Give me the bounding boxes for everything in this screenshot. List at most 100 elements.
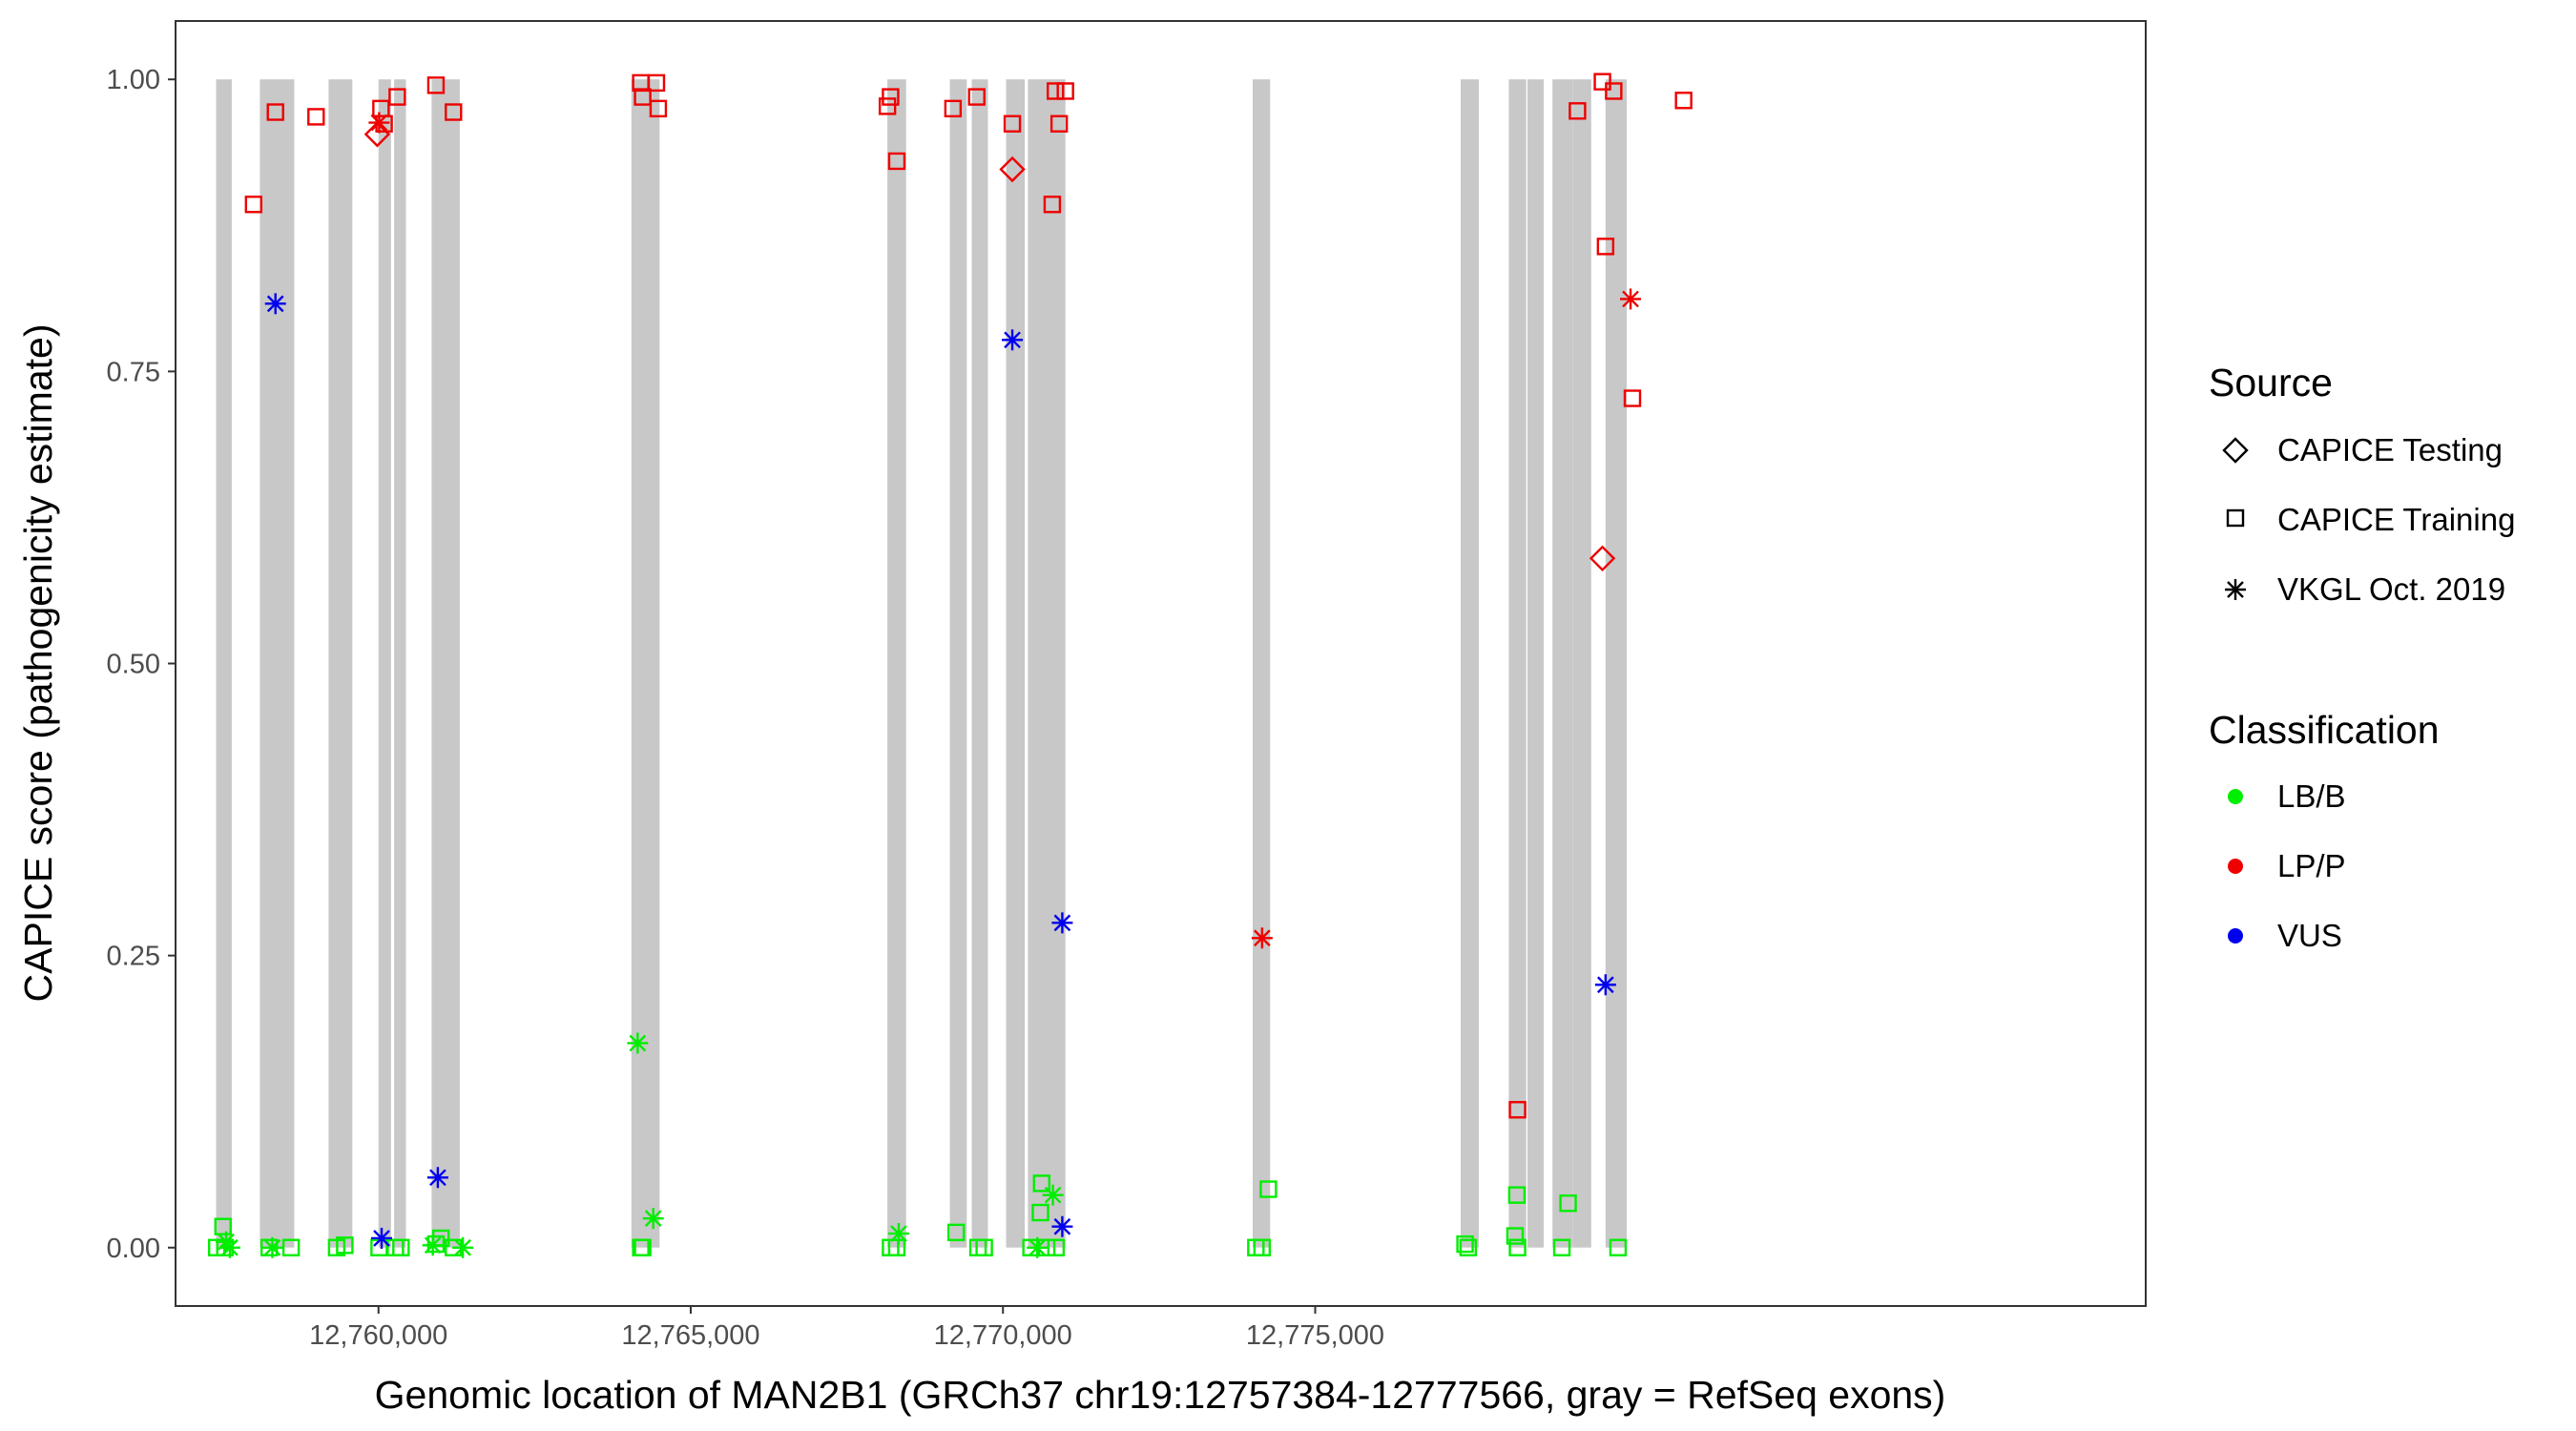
exon-band-8	[887, 79, 906, 1248]
point-lpp-15	[878, 97, 897, 115]
y-axis-title: CAPICE score (pathogenicity estimate)	[16, 324, 60, 1003]
y-tick-label-5: 1.00	[107, 65, 160, 95]
exon-band-2	[260, 79, 295, 1248]
exon-band-17	[1552, 79, 1573, 1248]
point-lpp-12	[634, 88, 652, 106]
point-lbb-31	[1031, 1203, 1049, 1222]
point-lpp-30	[1589, 545, 1616, 571]
point-lbb-22	[642, 1208, 664, 1230]
point-lbb-21	[634, 1238, 652, 1256]
exon-band-10	[971, 79, 988, 1248]
point-lpp-35	[1674, 92, 1693, 110]
point-lbb-10	[336, 1236, 354, 1255]
point-lbb-32	[1032, 1174, 1051, 1192]
legend-asterisk-glyph	[2225, 579, 2246, 600]
point-lbb-5	[218, 1236, 240, 1258]
point-lpp-9	[426, 76, 446, 94]
point-lbb-8	[281, 1238, 301, 1256]
exon-bands	[216, 79, 1628, 1248]
exon-band-4	[378, 79, 391, 1248]
point-lpp-16	[882, 88, 900, 106]
exon-band-19	[1605, 79, 1628, 1248]
point-lpp-27	[1508, 1101, 1527, 1119]
point-lbb-34	[1042, 1184, 1064, 1206]
x-tick-label-3: 12,770,000	[934, 1320, 1072, 1351]
point-vus-6	[1051, 1215, 1073, 1237]
point-lpp-25	[1056, 82, 1074, 100]
point-lbb-45	[1559, 1194, 1577, 1213]
point-lbb-4	[216, 1231, 238, 1253]
point-vus-7	[1594, 974, 1616, 996]
exon-band-16	[1527, 79, 1544, 1248]
point-lbb-41	[1506, 1227, 1525, 1245]
point-lpp-7	[375, 114, 393, 133]
legend-dot-lpp	[2228, 859, 2243, 874]
point-vus-4	[1002, 329, 1024, 351]
point-lpp-33	[1620, 288, 1642, 310]
point-lpp-31	[1596, 238, 1615, 256]
exon-band-11	[1006, 79, 1026, 1248]
legend-source-title: Source	[2209, 361, 2333, 404]
point-lbb-46	[1609, 1238, 1628, 1256]
point-lpp-20	[1003, 114, 1022, 133]
legend-diamond-key	[2222, 437, 2249, 464]
exon-band-13	[1253, 79, 1271, 1248]
point-vus-2	[370, 1227, 392, 1249]
point-lbb-15	[426, 1234, 446, 1254]
exon-band-6	[431, 79, 460, 1248]
legend-label-lpp: LP/P	[2277, 848, 2346, 883]
y-axis: 0.00 0.25 0.50 0.75 1.00	[107, 65, 176, 1264]
exon-band-12	[1028, 79, 1066, 1248]
point-lbb-2	[214, 1217, 232, 1235]
legend-dot-lbb	[2228, 789, 2243, 804]
point-lbb-30	[1027, 1236, 1049, 1258]
point-lpp-29	[1593, 73, 1611, 91]
point-lbb-38	[1259, 1180, 1278, 1198]
exon-band-9	[949, 79, 967, 1248]
point-lpp-1	[244, 196, 263, 214]
legend-dot-vus	[2228, 928, 2243, 944]
point-lpp-14	[649, 99, 668, 118]
y-tick-label-1: 0.00	[107, 1234, 160, 1264]
legend-label-vkgl: VKGL Oct. 2019	[2277, 571, 2505, 607]
point-lbb-16	[431, 1229, 450, 1248]
legend-label-capice-testing: CAPICE Testing	[2277, 432, 2503, 467]
exon-band-14	[1461, 79, 1479, 1248]
y-tick-label-4: 0.75	[107, 357, 160, 387]
point-vus-1	[264, 293, 286, 315]
point-lbb-43	[1508, 1238, 1527, 1256]
y-tick-label-3: 0.50	[107, 650, 160, 680]
legend-classification-title: Classification	[2209, 708, 2440, 752]
exon-band-15	[1508, 79, 1527, 1248]
point-lbb-25	[887, 1223, 909, 1245]
point-lpp-34	[1623, 389, 1642, 407]
x-tick-label-1: 12,760,000	[309, 1320, 447, 1351]
point-lbb-44	[1552, 1238, 1571, 1256]
y-tick-label-2: 0.25	[107, 942, 160, 972]
point-lpp-32	[1605, 82, 1623, 100]
point-lbb-24	[887, 1238, 906, 1256]
point-lbb-40	[1459, 1238, 1478, 1256]
legend-label-vus: VUS	[2277, 918, 2342, 953]
point-lbb-42	[1507, 1186, 1527, 1204]
point-lbb-18	[452, 1236, 474, 1258]
exon-band-18	[1572, 79, 1591, 1248]
point-lpp-5	[368, 112, 390, 134]
legend-square-key	[2226, 508, 2245, 528]
legend: Source CAPICE Testing CAPICE Training VK…	[2209, 361, 2515, 953]
point-lpp-17	[887, 152, 906, 171]
point-lpp-21	[999, 156, 1026, 183]
x-tick-label-2: 12,765,000	[621, 1320, 759, 1351]
exon-band-3	[328, 79, 353, 1248]
point-lpp-23	[1047, 82, 1065, 100]
point-lbb-33	[1037, 1238, 1056, 1256]
point-lpp-22	[1043, 196, 1062, 214]
exon-band-5	[394, 79, 406, 1248]
point-lbb-37	[1253, 1238, 1272, 1256]
legend-label-lbb: LB/B	[2277, 778, 2346, 814]
point-lpp-3	[307, 108, 325, 126]
point-lbb-7	[261, 1236, 283, 1258]
point-lpp-28	[1568, 102, 1587, 120]
point-lbb-35	[1047, 1238, 1066, 1256]
